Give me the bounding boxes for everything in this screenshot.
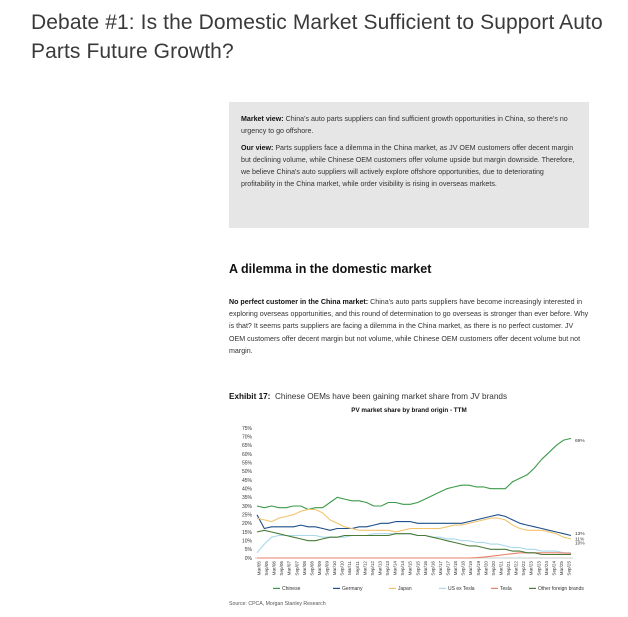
body-paragraph: No perfect customer in the China market:… [229,296,589,357]
x-tick-label: Mar/21 [498,561,503,576]
x-tick-label: Sep/08 [309,561,314,576]
x-tick-label: Mar/23 [529,561,534,576]
y-tick-label: 15% [242,530,253,536]
y-tick-label: 10% [242,538,253,544]
chart-title: PV market share by brand origin - TTM [351,407,467,414]
market-view: Market view: China's auto parts supplier… [241,113,579,138]
market-share-chart: 0% 5% 10% 15% 20% 25% 30% 35% 40% 45% 50% 55% 60% 65%… [242,426,585,592]
page-heading: Debate #1: Is the Domestic Market Suffic… [31,11,603,63]
legend-label: Chinese [282,586,301,592]
body-text: China's auto parts suppliers have become… [229,298,589,355]
exhibit-label: Exhibit 17: [229,392,271,401]
x-tick-label: Mar/25 [559,561,564,576]
x-tick-label: Sep/25 [567,561,572,576]
end-value-label: 11% [575,536,585,542]
y-tick-label: 45% [242,478,253,484]
x-tick-label: Sep/11 [355,561,360,576]
x-tick-label: Mar/18 [453,561,458,576]
exhibit-caption: Exhibit 17: Chinese OEMs have been gaini… [229,392,507,401]
view-box: Market view: China's auto parts supplier… [229,102,589,228]
y-tick-label: 55% [242,460,253,466]
x-tick-label: Mar/07 [287,561,292,576]
y-tick-label: 35% [242,495,253,501]
x-tick-label: Sep/16 [430,561,435,576]
series-line [256,529,571,556]
x-tick-label: Mar/13 [377,561,382,576]
x-tick-label: Sep/09 [325,561,330,576]
body-lead: No perfect customer in the China market: [229,298,369,306]
x-tick-label: Mar/17 [438,561,443,576]
x-tick-label: Mar/20 [483,561,488,576]
y-tick-label: 20% [242,521,253,527]
our-view-text: Parts suppliers face a dilemma in the Ch… [241,143,575,189]
x-tick-label: Mar/22 [514,561,519,576]
x-tick-label: Sep/19 [476,561,481,576]
x-tick-label: Sep/18 [461,561,466,576]
y-tick-label: 0% [245,556,253,562]
x-tick-label: Sep/24 [551,561,556,576]
y-tick-label: 25% [242,512,253,518]
legend-label: Tesla [500,586,512,592]
x-tick-label: Sep/14 [400,561,405,576]
y-tick-label: 30% [242,504,253,510]
y-tick-label: 40% [242,486,253,492]
x-tick-label: Mar/10 [332,561,337,576]
x-tick-label: Sep/13 [385,561,390,576]
x-tick-label: Mar/09 [317,561,322,576]
x-tick-label: Sep/17 [446,561,451,576]
market-view-text: China's auto parts suppliers can find su… [241,115,568,136]
source-note: Source: CPCA, Morgan Stanley Research [229,601,326,607]
market-view-label: Market view: [241,115,284,123]
x-tick-label: Sep/10 [340,561,345,576]
x-tick-label: Mar/16 [423,561,428,576]
section-title: A dilemma in the domestic market [229,262,432,276]
series-line [256,514,572,537]
x-tick-label: Sep/06 [279,561,284,576]
our-view: Our view: Parts suppliers face a dilemma… [241,142,579,191]
y-tick-label: 75% [242,426,253,432]
x-tick-label: Mar/19 [468,561,473,576]
legend-label: US ex Tesla [448,586,475,592]
end-value-label: 13% [575,531,585,537]
series-line [256,437,572,511]
end-value-label: 69% [575,438,585,444]
y-tick-label: 60% [242,452,253,458]
x-tick-label: Mar/08 [302,561,307,576]
our-view-label: Our view: [241,143,274,152]
x-tick-label: Mar/24 [544,561,549,576]
x-tick-label: Mar/05 [257,561,262,576]
series-line [257,552,572,559]
x-tick-label: Mar/12 [362,561,367,576]
x-tick-label: Sep/15 [415,561,420,576]
x-tick-label: Sep/20 [491,561,496,576]
x-tick-label: Sep/12 [370,561,375,576]
series-line [256,533,571,554]
y-tick-label: 70% [242,434,253,440]
x-tick-label: Sep/22 [521,561,526,576]
x-tick-label: Mar/06 [272,561,277,576]
series-line [256,508,572,540]
x-tick-label: Mar/14 [393,561,398,576]
legend-label: Germany [342,586,363,592]
legend-label: Other foreign brands [538,586,584,592]
x-tick-label: Mar/11 [347,561,352,575]
x-tick-label: Mar/15 [408,561,413,576]
exhibit-text: Chinese OEMs have been gaining market sh… [274,392,508,401]
y-tick-label: 5% [245,547,253,553]
end-value-label: 10% [575,541,585,547]
x-tick-label: Sep/23 [536,561,541,576]
x-tick-label: Sep/07 [294,561,299,576]
x-tick-label: Sep/05 [264,561,269,576]
legend-label: Japan [398,586,412,592]
x-tick-label: Sep/21 [506,561,511,576]
y-tick-label: 65% [242,443,253,449]
y-tick-label: 50% [242,469,253,475]
